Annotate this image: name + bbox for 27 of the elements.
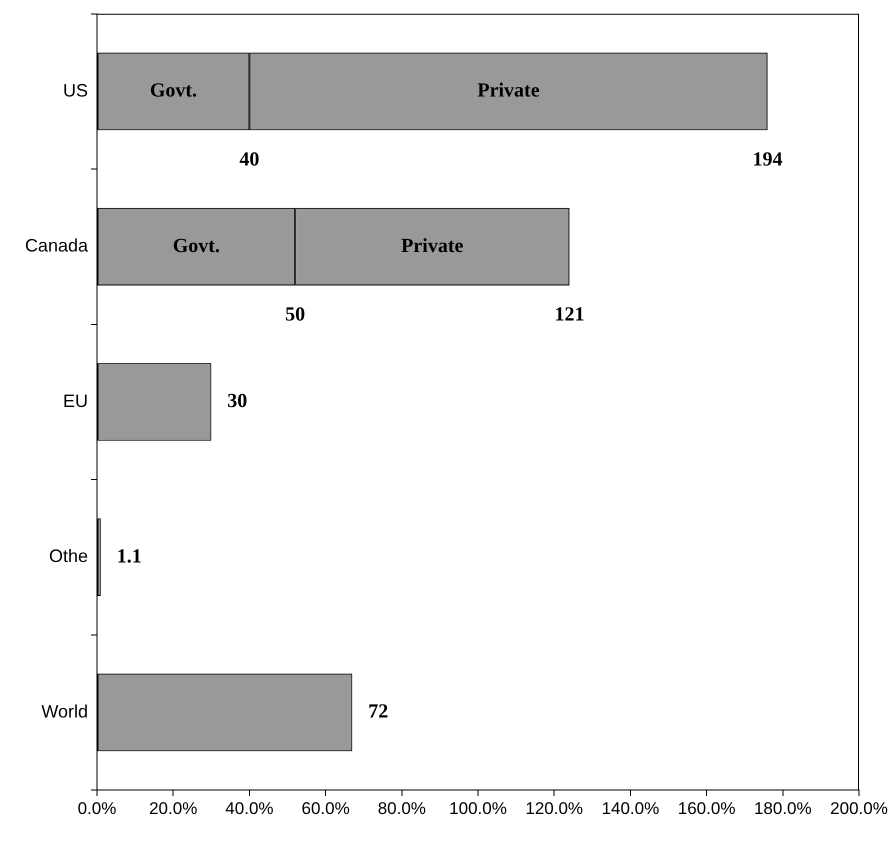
annotation: 30 bbox=[227, 390, 248, 412]
x-tick-label: 160.0% bbox=[678, 798, 736, 818]
x-tick-label: 120.0% bbox=[525, 798, 584, 818]
y-tick-label: EU bbox=[62, 390, 88, 411]
y-tick-label: World bbox=[41, 701, 88, 722]
x-tick-label: 20.0% bbox=[149, 798, 198, 818]
x-tick-label: 40.0% bbox=[225, 798, 274, 818]
text: Private bbox=[401, 234, 464, 257]
x-tick-label: 0.0% bbox=[78, 798, 116, 818]
annotation: 1.1 bbox=[116, 545, 142, 568]
y-tick-label: Othe bbox=[48, 546, 88, 566]
annotation: 121 bbox=[554, 304, 584, 326]
annotation: 40 bbox=[239, 148, 260, 170]
text: Govt. bbox=[172, 234, 220, 257]
x-tick-label: 200.0% bbox=[830, 798, 888, 818]
annotation: 50 bbox=[285, 304, 306, 326]
x-tick-label: 100.0% bbox=[449, 798, 507, 818]
y-tick-label: Canada bbox=[24, 236, 89, 256]
x-tick-label: 140.0% bbox=[602, 798, 660, 818]
series-label: Private bbox=[477, 80, 540, 102]
x-tick-label: 180.0% bbox=[754, 798, 812, 818]
y-tick-label: US bbox=[62, 80, 88, 100]
annotation: 194 bbox=[752, 148, 783, 170]
x-tick-label: 60.0% bbox=[302, 798, 350, 818]
x-tick-label: 80.0% bbox=[378, 798, 426, 818]
series-label: Govt. bbox=[150, 80, 198, 102]
annotation: 72 bbox=[368, 700, 388, 723]
